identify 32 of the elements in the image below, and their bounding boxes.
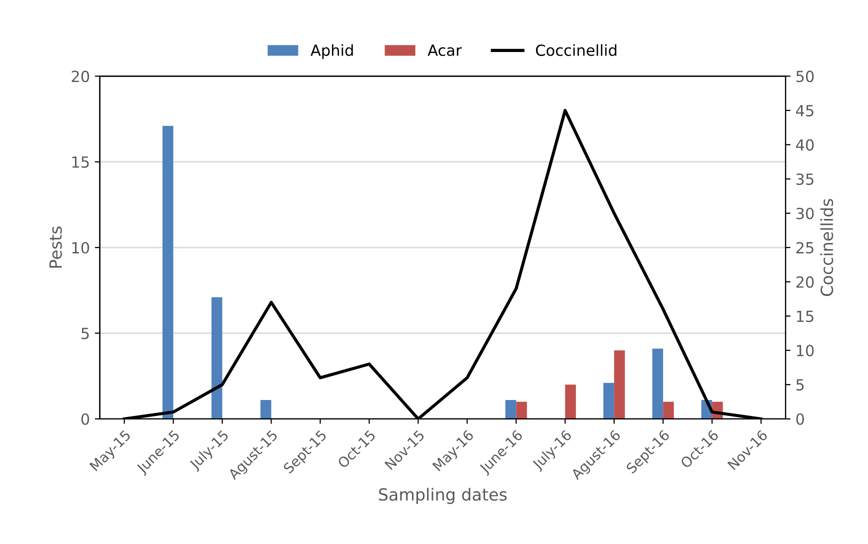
y2-tick-label: 20	[796, 276, 814, 288]
y2-tick-label: 30	[796, 208, 814, 220]
y2-tick-label: 25	[796, 242, 814, 254]
x-axis-title: Sampling dates	[378, 488, 507, 504]
y2-tick-label: 45	[796, 105, 814, 116]
y2-tick-label: 0	[796, 413, 804, 425]
y2-tick-label: 15	[796, 310, 814, 322]
y-tick-label: 15	[72, 156, 89, 168]
bar	[516, 402, 527, 419]
bar	[260, 400, 272, 419]
bar	[162, 126, 174, 419]
y2-tick-label: 10	[796, 344, 814, 356]
bar	[652, 348, 664, 419]
y-tick-label: 5	[82, 328, 89, 340]
bar	[603, 382, 614, 419]
legend-label: Coccinellid	[536, 44, 616, 56]
y2-tick-label: 5	[796, 379, 804, 391]
y2-axis-title: Coccinellids	[820, 198, 834, 296]
bar	[211, 297, 222, 419]
legend-label: Acar	[428, 44, 462, 56]
y-axis-title: Pests	[49, 226, 62, 268]
y2-tick-label: 35	[796, 173, 814, 185]
legend-label: Aphid	[310, 44, 353, 59]
y-tick-label: 0	[81, 413, 90, 425]
y2-tick-label: 40	[796, 139, 814, 151]
y-tick-label: 10	[72, 242, 90, 254]
y2-tick-label: 50	[796, 70, 814, 82]
y-tick-label: 20	[72, 70, 90, 82]
bar	[614, 350, 625, 419]
bar	[505, 400, 516, 419]
bar	[565, 384, 576, 419]
bar	[663, 402, 674, 419]
